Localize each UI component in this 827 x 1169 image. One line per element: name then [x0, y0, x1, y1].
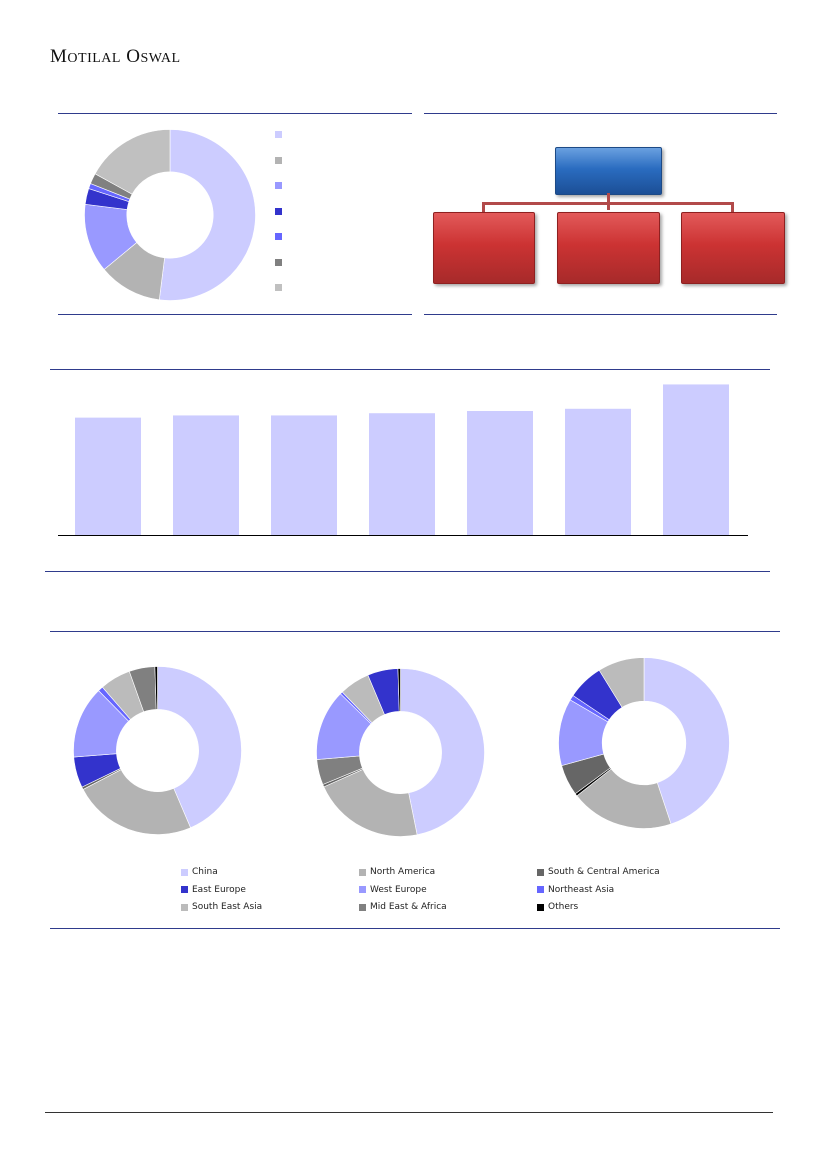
- org-chart-child-box-1: [433, 212, 535, 284]
- bar-2: [271, 415, 337, 535]
- brand-rest-1: OTILAL: [67, 51, 121, 66]
- donut-1-legend-item-1: [275, 156, 286, 164]
- brand-rest-2: SWAL: [140, 51, 181, 66]
- legend-swatch: [537, 903, 544, 911]
- legend-label: Others: [548, 902, 579, 912]
- regions-legend-item-2: South & Central America: [537, 867, 660, 877]
- section-rule-bar-bottom: [45, 571, 770, 572]
- donut-4-slice-7: [598, 657, 645, 708]
- regions-legend-item-1: North America: [359, 867, 435, 877]
- bar-4: [467, 411, 533, 535]
- bar-5: [565, 408, 631, 535]
- regions-legend-item-0: China: [181, 867, 218, 877]
- legend-label: South East Asia: [192, 902, 263, 912]
- donut-chart-1: [84, 129, 256, 301]
- org-chart-child-box-2: [557, 212, 660, 284]
- section-rule-top-left: [58, 113, 412, 114]
- legend-label: East Europe: [192, 884, 246, 895]
- legend-swatch: [275, 182, 282, 189]
- regions-legend-item-4: West Europe: [359, 885, 427, 895]
- bar-chart: [58, 384, 748, 536]
- legend-label: West Europe: [370, 884, 427, 895]
- regions-legend-item-3: East Europe: [181, 885, 246, 895]
- legend-swatch: [181, 903, 188, 911]
- donut-1-legend-item-0: [275, 131, 286, 138]
- org-connector-right: [731, 202, 734, 212]
- org-connector-vertical: [607, 193, 610, 210]
- donut-chart-2: [73, 666, 242, 835]
- legend-swatch: [275, 258, 282, 266]
- org-connector-horizontal: [482, 202, 734, 205]
- section-rule-bottom-left: [58, 314, 412, 315]
- legend-swatch: [275, 131, 282, 138]
- donut-2-slice-8: [154, 666, 158, 710]
- legend-swatch: [275, 207, 282, 215]
- legend-swatch: [537, 868, 544, 876]
- donut-1-legend-item-6: [275, 284, 286, 291]
- section-rule-bar-top: [50, 369, 770, 370]
- donut-1-legend-item-2: [275, 182, 286, 189]
- donut-1-slice-6: [94, 129, 171, 195]
- bar-1: [173, 415, 239, 535]
- section-rule-bottom-right: [424, 314, 777, 315]
- bar-6: [663, 384, 729, 535]
- legend-swatch: [359, 903, 366, 911]
- section-rule-donuts-bottom: [50, 928, 780, 929]
- legend-label: Mid East & Africa: [370, 902, 447, 912]
- donut-1-legend-item-4: [275, 233, 286, 240]
- org-connector-left: [482, 202, 485, 212]
- brand-logo: MOTILAL OSWAL: [50, 46, 181, 68]
- legend-swatch: [359, 886, 366, 893]
- donut-1-legend-item-3: [275, 207, 286, 215]
- legend-swatch: [275, 284, 282, 291]
- donut-3-slice-8: [397, 668, 401, 712]
- donut-2-slice-1: [82, 769, 191, 835]
- footer-rule: [45, 1112, 773, 1113]
- donut-2-slice-0: [157, 666, 242, 829]
- donut-1-slice-0: [158, 129, 256, 301]
- legend-swatch: [181, 886, 188, 893]
- donut-4-slice-0: [643, 657, 730, 825]
- regions-legend-item-6: South East Asia: [181, 902, 262, 912]
- legend-swatch: [537, 886, 544, 893]
- legend-swatch: [359, 868, 366, 876]
- brand-cap-1: M: [50, 46, 68, 67]
- regions-legend-item-8: Others: [537, 902, 578, 912]
- legend-label: Northeast Asia: [548, 884, 615, 895]
- legend-label: North America: [370, 867, 436, 877]
- legend-label: China: [192, 867, 218, 877]
- section-rule-top-right: [424, 113, 777, 114]
- legend-label: South & Central America: [548, 867, 660, 877]
- regions-legend-item-5: Northeast Asia: [537, 885, 614, 895]
- legend-swatch: [275, 156, 282, 164]
- donut-chart-4: [558, 657, 730, 829]
- section-rule-donuts-top: [50, 631, 780, 632]
- legend-swatch: [181, 868, 188, 876]
- bar-0: [75, 417, 141, 535]
- regions-legend-item-7: Mid East & Africa: [359, 902, 447, 912]
- org-chart-child-box-3: [681, 212, 785, 284]
- org-chart-top-box: [555, 147, 662, 195]
- donut-3-slice-0: [400, 668, 485, 836]
- bar-3: [369, 413, 435, 535]
- donut-chart-3: [316, 668, 485, 837]
- legend-swatch: [275, 233, 282, 240]
- donut-1-legend-item-5: [275, 258, 286, 266]
- brand-cap-2: O: [126, 46, 141, 67]
